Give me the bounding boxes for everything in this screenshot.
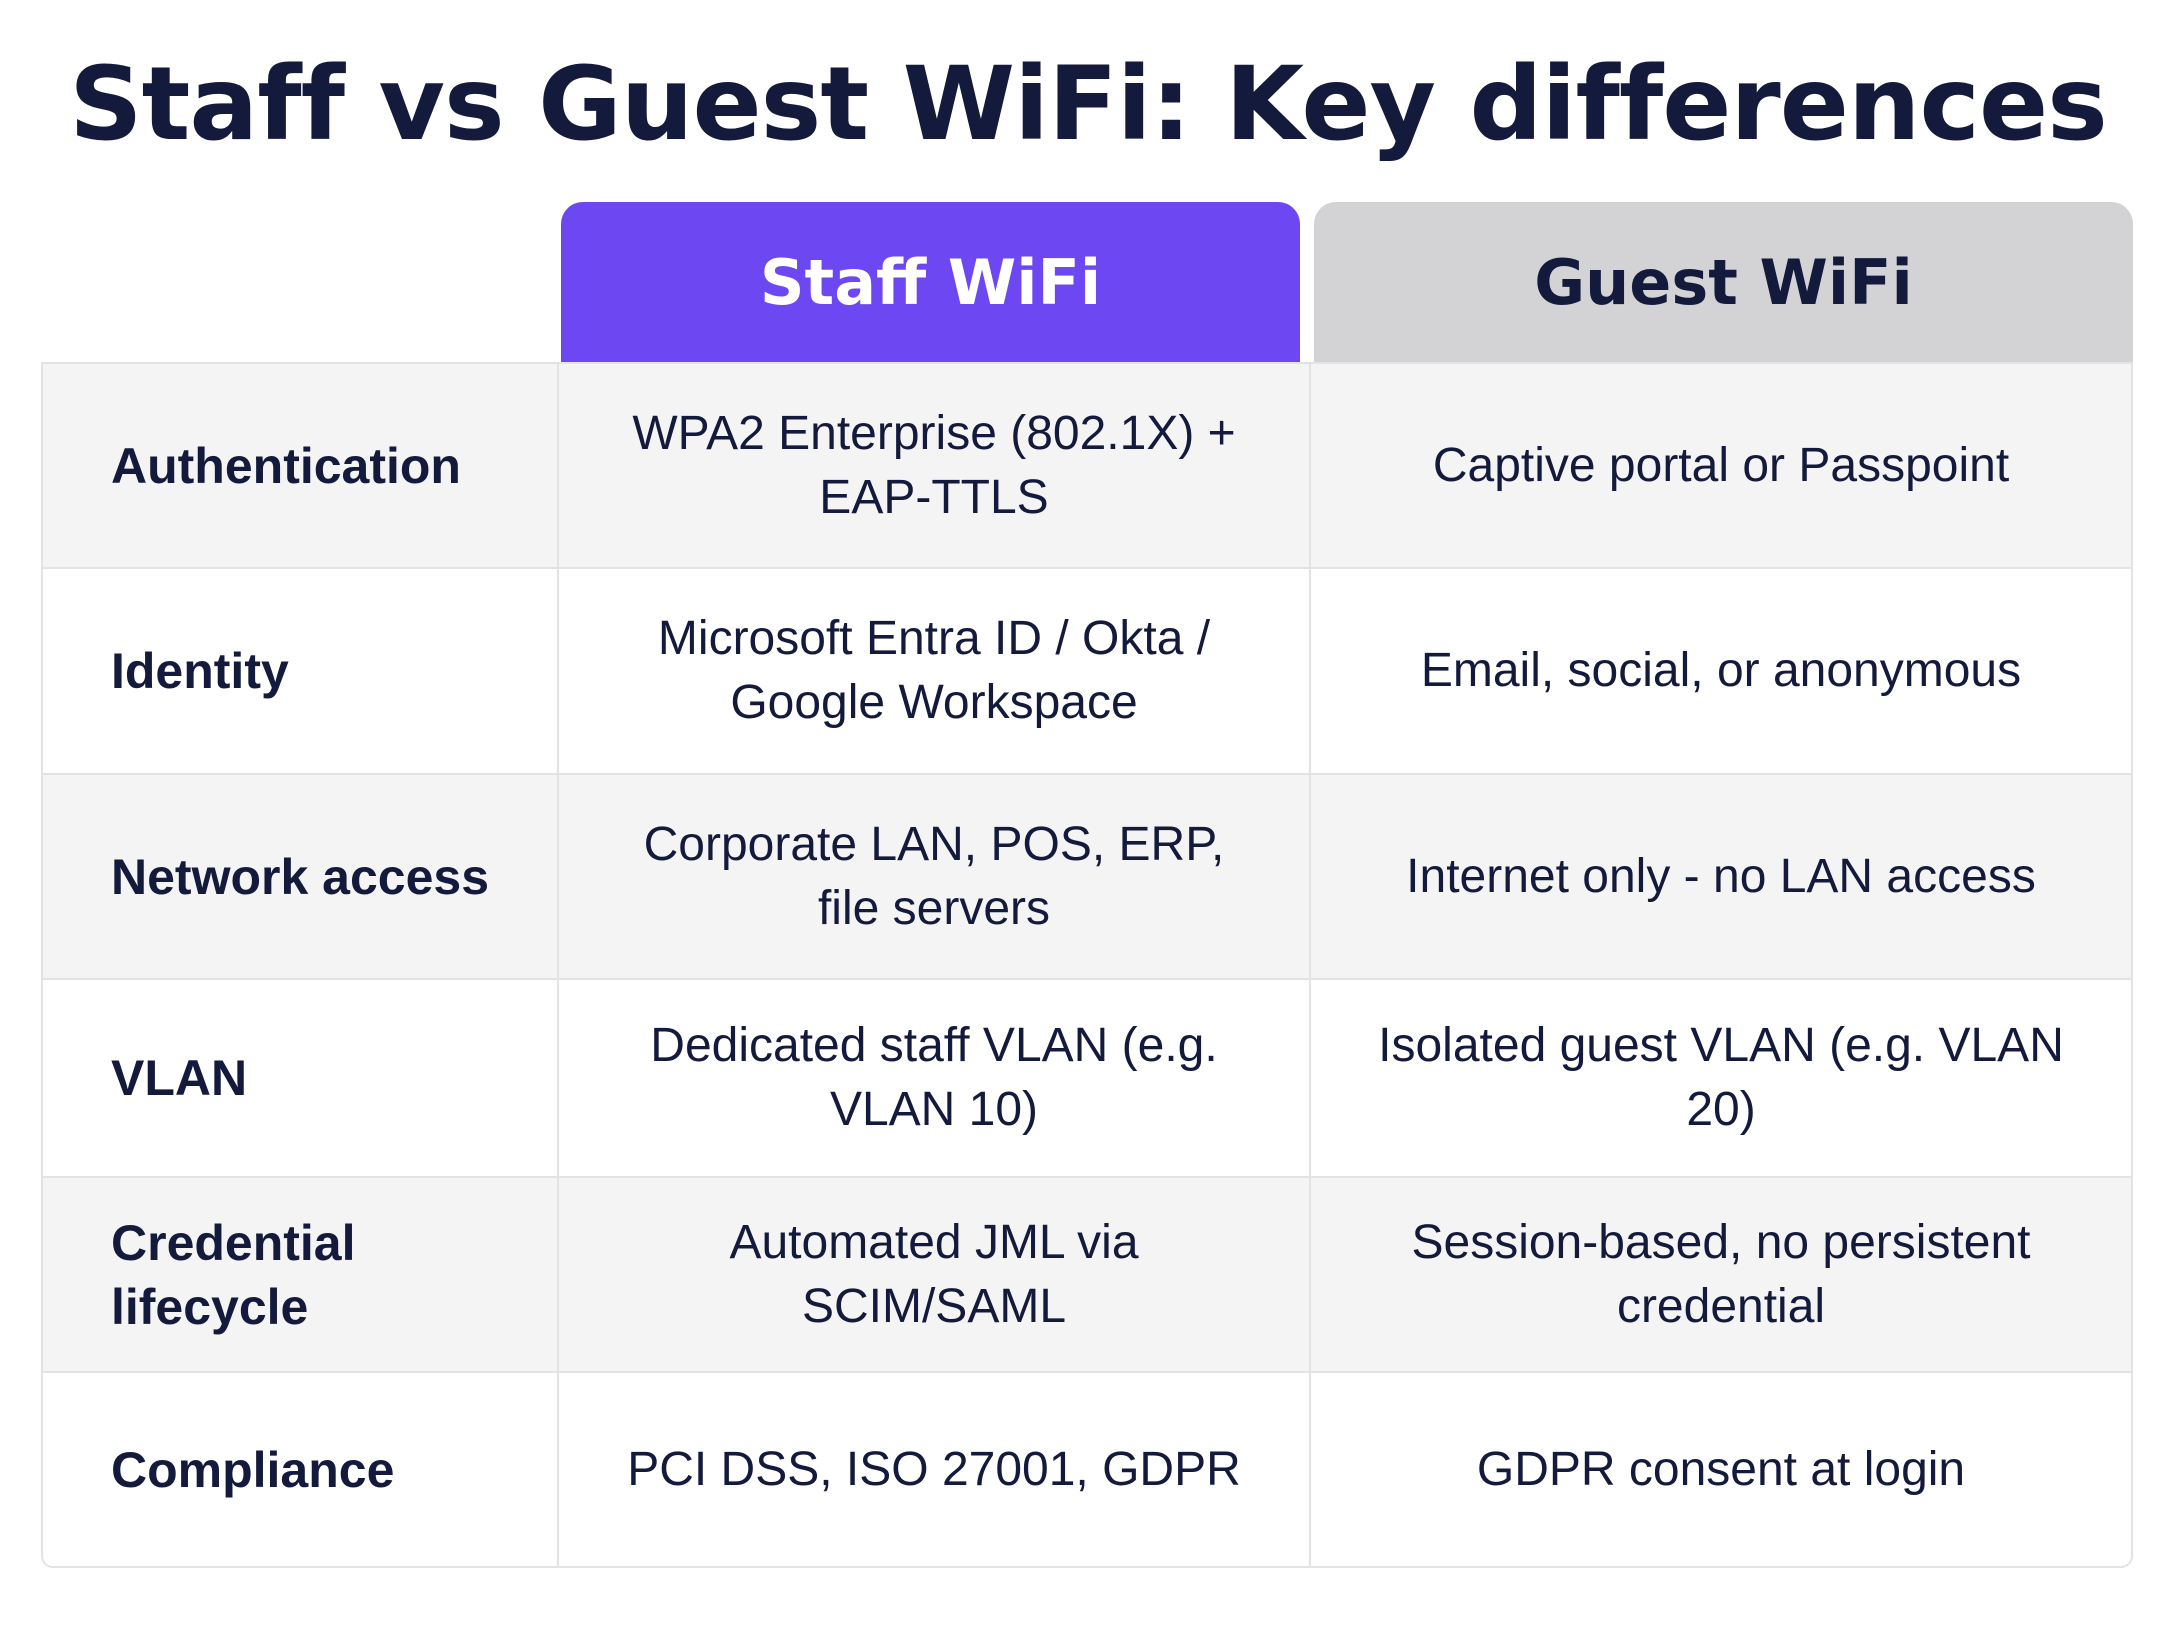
row-label: Authentication (43, 364, 559, 567)
table-row-compliance: Compliance PCI DSS, ISO 27001, GDPR GDPR… (43, 1373, 2131, 1566)
table-row-identity: Identity Microsoft Entra ID / Okta / Goo… (43, 569, 2131, 775)
staff-cell: PCI DSS, ISO 27001, GDPR (559, 1373, 1311, 1566)
comparison-table: Authentication WPA2 Enterprise (802.1X) … (41, 362, 2133, 1568)
staff-cell: Automated JML via SCIM/SAML (559, 1178, 1311, 1371)
row-label: VLAN (43, 980, 559, 1176)
table-row-credential-lifecycle: Credential lifecycle Automated JML via S… (43, 1178, 2131, 1373)
row-label: Credential lifecycle (43, 1178, 559, 1371)
staff-cell: Corporate LAN, POS, ERP, file servers (559, 775, 1311, 978)
guest-cell: Internet only - no LAN access (1406, 849, 2036, 903)
row-label: Identity (43, 569, 559, 773)
page-title: Staff vs Guest WiFi: Key differences (69, 45, 2108, 164)
row-label: Compliance (43, 1373, 559, 1566)
staff-cell: Dedicated staff VLAN (e.g. VLAN 10) (559, 980, 1311, 1176)
table-row-authentication: Authentication WPA2 Enterprise (802.1X) … (43, 364, 2131, 569)
staff-wifi-column-header: Staff WiFi (561, 202, 1300, 362)
table-row-vlan: VLAN Dedicated staff VLAN (e.g. VLAN 10)… (43, 980, 2131, 1178)
guest-cell: Session-based, no persistent credential (1411, 1215, 2031, 1333)
staff-cell: Microsoft Entra ID / Okta / Google Works… (559, 569, 1311, 773)
staff-cell: WPA2 Enterprise (802.1X) + EAP-TTLS (559, 364, 1311, 567)
guest-cell: Captive portal or Passpoint (1432, 438, 2010, 492)
guest-cell: GDPR consent at login (1476, 1442, 1966, 1496)
row-label: Network access (43, 775, 559, 978)
table-row-network-access: Network access Corporate LAN, POS, ERP, … (43, 775, 2131, 980)
guest-cell: Isolated guest VLAN (e.g. VLAN 20) (1378, 1019, 2064, 1136)
guest-wifi-column-header: Guest WiFi (1314, 202, 2133, 362)
guest-cell: Email, social, or anonymous (1420, 644, 2022, 697)
